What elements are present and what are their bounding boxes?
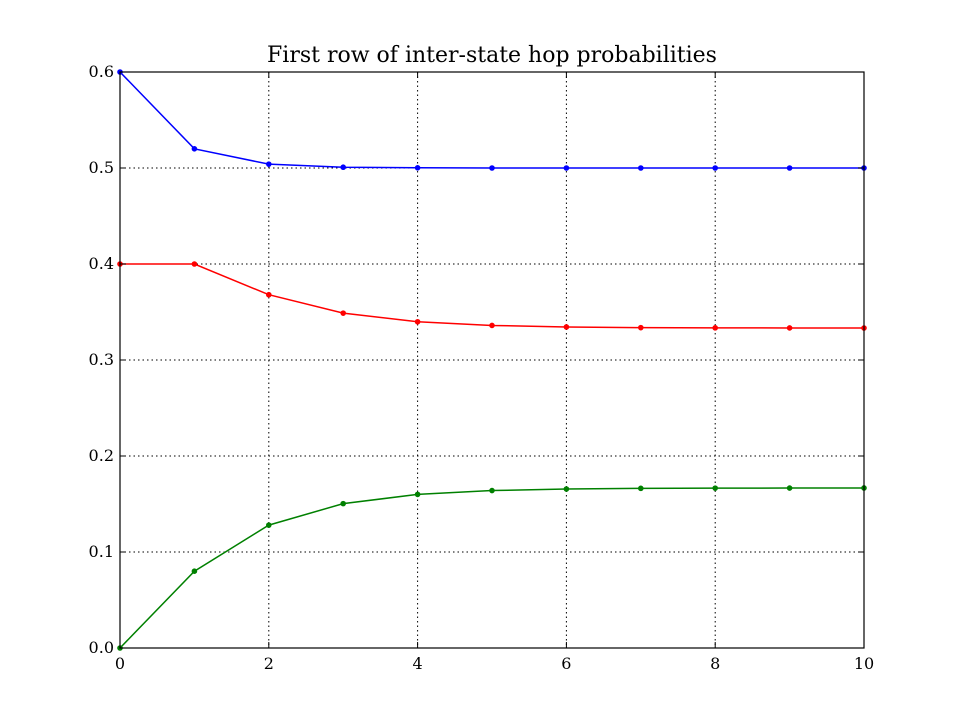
- data-point: [563, 486, 570, 492]
- data-point: [266, 291, 272, 298]
- axis-ticks: [119, 71, 865, 649]
- y-tick-label: 0.0: [89, 638, 114, 657]
- series-1: [117, 69, 867, 171]
- x-axis-tick-labels: 0 2 4 6 8 10: [115, 654, 874, 673]
- y-tick-label: 0.2: [89, 446, 114, 465]
- data-point: [712, 325, 719, 331]
- series-3: [117, 485, 867, 651]
- data-point: [786, 165, 793, 171]
- series-2: [117, 261, 867, 331]
- y-tick-label: 0.1: [89, 542, 114, 561]
- y-tick-label: 0.6: [89, 62, 114, 81]
- series-line: [119, 71, 864, 169]
- x-tick-label: 6: [561, 654, 571, 673]
- x-tick-label: 10: [854, 654, 874, 673]
- y-tick-label: 0.3: [89, 350, 114, 369]
- x-tick-label: 2: [264, 654, 274, 673]
- data-point: [638, 165, 644, 171]
- y-tick-label: 0.4: [89, 254, 114, 273]
- data-point: [489, 165, 495, 171]
- x-tick-label: 0: [115, 654, 125, 673]
- data-point: [414, 165, 421, 171]
- data-point: [340, 164, 347, 171]
- x-tick-label: 4: [413, 654, 423, 673]
- data-point: [414, 318, 421, 325]
- data-point: [638, 324, 644, 331]
- chart-title: First row of inter-state hop probabiliti…: [267, 43, 717, 68]
- data-point: [786, 485, 793, 491]
- data-point: [340, 310, 347, 316]
- x-tick-label: 8: [710, 654, 720, 673]
- data-point: [266, 522, 272, 528]
- data-point: [489, 322, 495, 329]
- data-point: [414, 491, 421, 498]
- series-line: [119, 487, 865, 649]
- y-tick-label: 0.5: [89, 158, 114, 177]
- data-point: [191, 261, 198, 267]
- series-line: [120, 263, 865, 329]
- data-point: [489, 487, 495, 494]
- series-layer: [117, 69, 867, 651]
- plot-frame: [119, 71, 865, 649]
- data-point: [786, 325, 793, 331]
- data-point: [638, 485, 644, 492]
- y-axis-tick-labels: 0.0 0.1 0.2 0.3 0.4 0.5 0.6: [89, 62, 114, 657]
- grid-lines: [119, 71, 865, 649]
- data-point: [191, 146, 198, 152]
- data-point: [266, 161, 272, 167]
- data-point: [563, 165, 570, 171]
- data-point: [340, 500, 347, 507]
- data-point: [712, 165, 719, 171]
- data-point: [191, 568, 198, 575]
- data-point: [563, 324, 570, 330]
- data-point: [712, 485, 719, 491]
